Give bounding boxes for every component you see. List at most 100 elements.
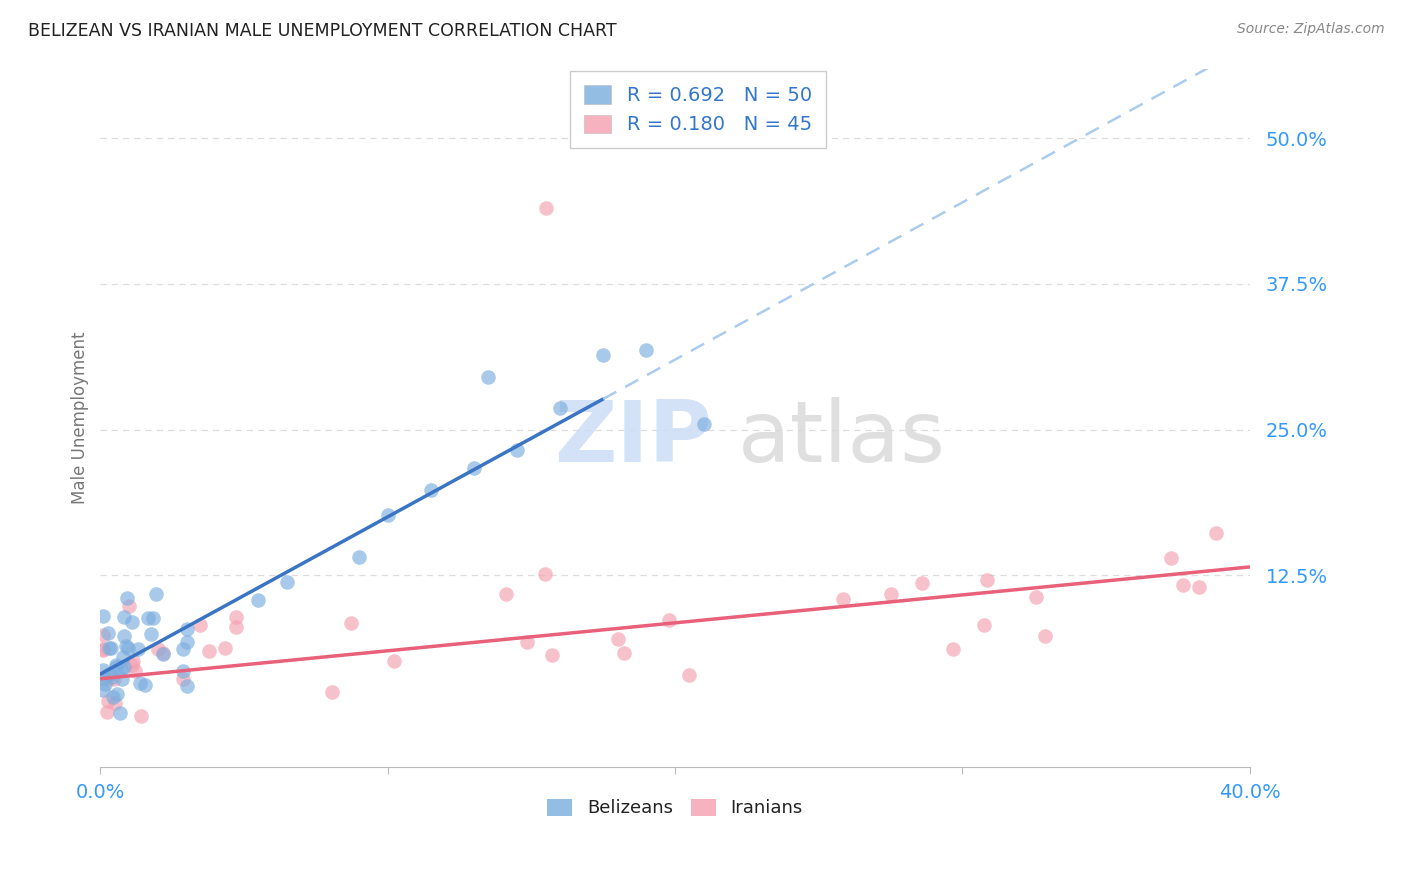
Point xyxy=(148,641,170,656)
Point xyxy=(105,687,128,701)
Point xyxy=(112,629,135,643)
Point xyxy=(97,672,120,686)
Point xyxy=(540,648,562,662)
Point xyxy=(463,460,485,475)
Point xyxy=(176,679,198,693)
Point xyxy=(678,668,700,682)
Point xyxy=(101,670,124,684)
Point xyxy=(129,709,152,723)
Point xyxy=(97,694,120,708)
Point xyxy=(91,627,114,641)
Point xyxy=(111,650,134,665)
Point xyxy=(477,370,499,384)
Point xyxy=(121,658,143,673)
Point xyxy=(941,641,963,656)
Point xyxy=(98,666,121,681)
Point xyxy=(110,662,132,676)
Point xyxy=(1205,526,1227,541)
Point xyxy=(134,678,156,692)
Point xyxy=(592,348,614,362)
Point xyxy=(104,696,127,710)
Point xyxy=(117,641,139,656)
Legend: Belizeans, Iranians: Belizeans, Iranians xyxy=(540,791,810,824)
Point xyxy=(128,676,150,690)
Point xyxy=(103,672,125,686)
Point xyxy=(506,443,529,458)
Point xyxy=(1160,550,1182,565)
Point xyxy=(103,690,125,704)
Point xyxy=(111,673,134,687)
Point xyxy=(91,663,114,677)
Point xyxy=(1173,578,1195,592)
Point xyxy=(658,613,681,627)
Point xyxy=(141,610,163,624)
Point xyxy=(419,483,441,497)
Text: Source: ZipAtlas.com: Source: ZipAtlas.com xyxy=(1237,22,1385,37)
Point xyxy=(321,684,343,698)
Point xyxy=(534,201,557,215)
Point xyxy=(1025,590,1047,604)
Point xyxy=(96,705,118,719)
Point xyxy=(172,642,194,657)
Point xyxy=(115,591,138,605)
Point xyxy=(188,618,211,632)
Point xyxy=(91,682,114,697)
Point xyxy=(340,616,363,631)
Point xyxy=(225,610,247,624)
Point xyxy=(124,665,146,679)
Text: BELIZEAN VS IRANIAN MALE UNEMPLOYMENT CORRELATION CHART: BELIZEAN VS IRANIAN MALE UNEMPLOYMENT CO… xyxy=(28,22,617,40)
Point xyxy=(276,575,298,590)
Point xyxy=(105,660,128,674)
Point xyxy=(247,593,270,607)
Point xyxy=(91,643,114,657)
Point xyxy=(91,609,114,624)
Point xyxy=(533,566,555,581)
Point xyxy=(225,620,247,634)
Point xyxy=(197,644,219,658)
Point xyxy=(976,573,998,587)
Point xyxy=(347,549,370,564)
Point xyxy=(110,706,132,720)
Point xyxy=(172,672,194,686)
Point xyxy=(495,586,517,600)
Point xyxy=(118,599,141,613)
Point xyxy=(97,640,120,655)
Point xyxy=(176,622,198,636)
Point xyxy=(1188,580,1211,594)
Point xyxy=(121,615,143,630)
Point xyxy=(91,671,114,685)
Point xyxy=(377,508,399,522)
Y-axis label: Male Unemployment: Male Unemployment xyxy=(72,332,89,504)
Text: atlas: atlas xyxy=(738,397,946,481)
Text: ZIP: ZIP xyxy=(554,397,711,481)
Point xyxy=(136,611,159,625)
Point xyxy=(607,632,630,646)
Point xyxy=(152,647,174,661)
Point xyxy=(152,646,174,660)
Point xyxy=(516,635,538,649)
Point xyxy=(879,587,901,601)
Point xyxy=(176,635,198,649)
Point xyxy=(693,417,716,432)
Point xyxy=(548,401,571,416)
Point xyxy=(1033,629,1056,643)
Point xyxy=(613,646,636,660)
Point xyxy=(94,677,117,691)
Point xyxy=(973,618,995,632)
Point xyxy=(105,657,128,672)
Point xyxy=(100,640,122,655)
Point xyxy=(172,664,194,678)
Point xyxy=(911,575,934,590)
Point xyxy=(145,587,167,601)
Point xyxy=(112,660,135,674)
Point xyxy=(112,609,135,624)
Point xyxy=(127,642,149,657)
Point xyxy=(832,592,855,607)
Point xyxy=(382,654,405,668)
Point xyxy=(636,343,658,357)
Point xyxy=(97,625,120,640)
Point xyxy=(115,640,138,654)
Point xyxy=(214,641,236,656)
Point xyxy=(91,641,114,656)
Point xyxy=(139,627,162,641)
